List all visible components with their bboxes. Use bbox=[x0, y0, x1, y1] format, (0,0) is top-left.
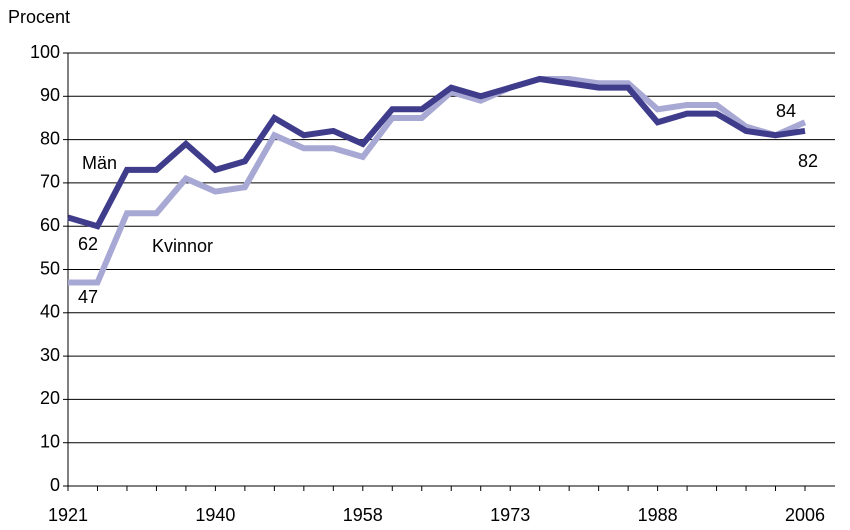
y-tick-label: 20 bbox=[40, 388, 60, 408]
data-label: 82 bbox=[798, 151, 818, 171]
y-tick-label: 70 bbox=[40, 172, 60, 192]
line-series bbox=[67, 75, 806, 230]
line-series bbox=[68, 75, 807, 286]
y-tick-label: 40 bbox=[40, 302, 60, 322]
y-tick-label: 60 bbox=[40, 215, 60, 235]
data-label: 62 bbox=[78, 234, 98, 254]
series-label: Kvinnor bbox=[152, 236, 213, 256]
x-tick-label: 2006 bbox=[785, 505, 825, 525]
y-tick-label: 100 bbox=[30, 42, 60, 62]
y-tick-label: 10 bbox=[40, 431, 60, 451]
x-tick-label: 1958 bbox=[343, 505, 383, 525]
y-tick-label: 0 bbox=[50, 475, 60, 495]
x-tick-label: 1940 bbox=[195, 505, 235, 525]
y-tick-label: 80 bbox=[40, 128, 60, 148]
y-tick-label: 90 bbox=[40, 85, 60, 105]
data-label: 47 bbox=[78, 287, 98, 307]
x-tick-label: 1973 bbox=[490, 505, 530, 525]
series-label: Män bbox=[82, 153, 117, 173]
y-axis-label: Procent bbox=[8, 7, 70, 27]
x-tick-label: 1988 bbox=[638, 505, 678, 525]
y-tick-label: 30 bbox=[40, 345, 60, 365]
data-label: 84 bbox=[776, 101, 796, 121]
y-tick-label: 50 bbox=[40, 258, 60, 278]
x-tick-label: 1921 bbox=[48, 505, 88, 525]
